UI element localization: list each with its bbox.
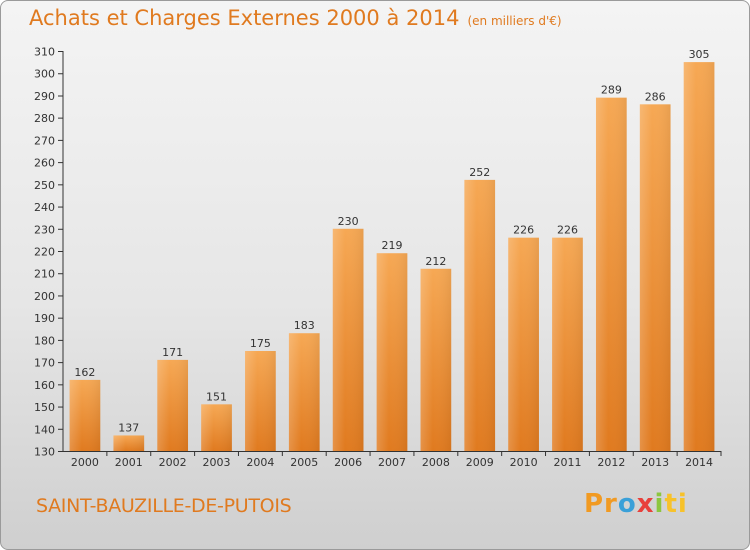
chart-title-text: Achats et Charges Externes 2000 à 2014 <box>29 6 460 30</box>
bars <box>69 62 715 452</box>
y-tick-label: 190 <box>34 312 55 325</box>
x-tick-label: 2003 <box>203 456 231 469</box>
x-tick-label: 2001 <box>115 456 143 469</box>
y-tick-label: 170 <box>34 357 55 370</box>
y-tick-label: 200 <box>34 290 55 303</box>
bar-shine <box>157 359 189 451</box>
data-label: 305 <box>689 48 710 61</box>
logo-part: i <box>654 489 665 519</box>
data-label: 230 <box>338 215 359 228</box>
bar-shine <box>639 104 671 451</box>
data-label: 151 <box>206 390 227 403</box>
bar-shine <box>69 379 101 451</box>
data-label: 175 <box>250 337 271 350</box>
y-tick-label: 210 <box>34 268 55 281</box>
x-tick-label: 2004 <box>246 456 274 469</box>
x-tick-label: 2008 <box>422 456 450 469</box>
x-tick-label: 2007 <box>378 456 406 469</box>
x-tick-label: 2012 <box>597 456 625 469</box>
data-label: 137 <box>118 421 139 434</box>
x-tick-label: 2000 <box>71 456 99 469</box>
y-tick-label: 220 <box>34 246 55 259</box>
x-tick-label: 2011 <box>553 456 581 469</box>
data-label: 171 <box>162 346 183 359</box>
bar-shine <box>552 237 583 451</box>
data-label: 162 <box>74 366 95 379</box>
data-label: 183 <box>294 319 315 332</box>
data-label: 289 <box>601 84 622 97</box>
logo-part: ti <box>664 489 688 519</box>
x-tick-label: 2010 <box>510 456 538 469</box>
y-tick-label: 180 <box>34 334 55 347</box>
bar-shine <box>288 333 320 451</box>
bar-shine <box>376 253 408 451</box>
y-tick-label: 250 <box>34 179 55 192</box>
proxiti-logo: Proxiti <box>584 489 688 519</box>
bar-shine <box>201 404 232 451</box>
data-labels: 162 137 171 151 175 183 230 219 212 252 226 226 289 2… <box>74 48 709 434</box>
y-tick-label: 290 <box>34 90 55 103</box>
y-tick-label: 300 <box>34 68 55 81</box>
commune-name: SAINT-BAUZILLE-DE-PUTOIS <box>36 495 292 517</box>
y-tick-label: 160 <box>34 379 55 392</box>
y-tick-label: 280 <box>34 112 55 125</box>
bar-shine <box>464 179 496 451</box>
y-tick-label: 230 <box>34 223 55 236</box>
y-tick-label: 240 <box>34 201 55 214</box>
x-tick-label: 2002 <box>159 456 187 469</box>
bar-shine <box>332 228 364 451</box>
chart-title: Achats et Charges Externes 2000 à 2014 (e… <box>29 6 562 30</box>
data-label: 226 <box>513 224 534 237</box>
y-tick-label: 130 <box>34 446 55 459</box>
logo-part: x <box>636 489 655 519</box>
y-tick-label: 140 <box>34 423 55 436</box>
x-tick-label: 2009 <box>466 456 494 469</box>
data-label: 286 <box>645 90 666 103</box>
y-tick-label: 150 <box>34 401 55 414</box>
x-tick-label: 2013 <box>641 456 669 469</box>
y-tick-label: 270 <box>34 134 55 147</box>
bar-shine <box>683 62 715 451</box>
bar-shine <box>420 268 452 451</box>
y-axis: 130 140 150 160 170 180 190 200 210 220 230 240 250 2… <box>34 46 64 459</box>
x-axis: 2000 2001 2002 2003 2004 2005 2006 2007 2008 2009… <box>63 451 722 469</box>
data-label: 219 <box>382 239 403 252</box>
bar-shine <box>595 97 627 452</box>
bar-shine <box>508 237 539 451</box>
bar-shine <box>113 435 145 451</box>
x-tick-label: 2006 <box>334 456 362 469</box>
chart-subtitle: (en milliers d'€) <box>467 14 562 28</box>
data-label: 212 <box>425 255 446 268</box>
y-tick-label: 260 <box>34 157 55 170</box>
x-tick-label: 2014 <box>685 456 713 469</box>
data-label: 252 <box>469 166 490 179</box>
bar-shine <box>245 351 276 451</box>
logo-part: Pr <box>584 489 618 519</box>
x-tick-label: 2005 <box>290 456 318 469</box>
y-tick-label: 310 <box>34 46 55 59</box>
logo-part: o <box>617 489 637 519</box>
data-label: 226 <box>557 224 578 237</box>
